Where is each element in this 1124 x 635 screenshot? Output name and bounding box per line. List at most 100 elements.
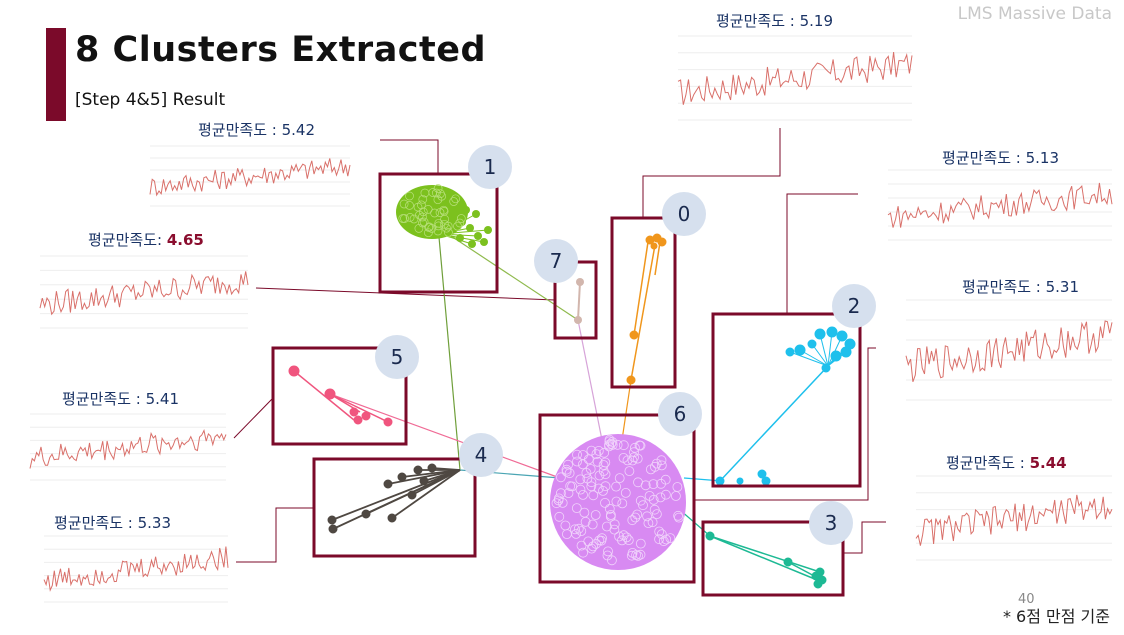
cluster-1-node <box>444 228 453 237</box>
thumb-series-line <box>887 182 1113 228</box>
cluster-6-node <box>633 551 643 561</box>
cluster-1-node <box>419 217 429 227</box>
cluster-4-node <box>407 490 417 500</box>
cluster-6-node <box>634 440 645 451</box>
cluster-4-node <box>361 509 371 519</box>
cluster-3-node <box>813 579 823 589</box>
cluster-7-nodes <box>574 278 584 324</box>
badge-3-label: 3 <box>825 511 838 535</box>
cluster-6-node <box>604 503 615 514</box>
cluster-1-node <box>405 201 414 210</box>
cluster-6-node <box>611 496 622 507</box>
cluster-1-node <box>435 208 445 217</box>
cluster-2-node <box>830 350 842 362</box>
badge-2-label: 2 <box>848 294 861 318</box>
thumb-series-line <box>905 320 1113 382</box>
cluster-6-node <box>618 440 629 451</box>
cluster-0-nodes <box>626 233 667 385</box>
cluster-1-node <box>418 212 427 222</box>
cluster-1-node <box>418 218 427 228</box>
cluster-4-node <box>383 479 393 489</box>
cluster-7-satisfaction-label: 평균만족도: 4.65 <box>88 231 204 249</box>
cluster-6-node <box>560 520 571 531</box>
badge-2[interactable]: 2 <box>832 284 876 328</box>
badge-4[interactable]: 4 <box>459 433 503 477</box>
cluster-2-node <box>761 476 771 486</box>
cluster-4-chart: 평균만족도 : 5.33 <box>14 506 236 610</box>
cluster-6-satisfaction-label: 평균만족도 : 5.13 <box>942 149 1059 167</box>
cluster-2-node <box>821 363 831 373</box>
cluster-6-node <box>655 492 666 503</box>
cluster-6-nodes <box>551 434 684 566</box>
cluster-6-node <box>596 535 607 546</box>
cluster-0-frame <box>610 216 677 389</box>
badge-3[interactable]: 3 <box>809 501 853 545</box>
cluster-6-node <box>658 536 669 547</box>
cluster-4-satisfaction-label: 평균만족도 : 5.33 <box>54 514 171 532</box>
cluster-1-node <box>466 224 474 232</box>
cluster-2-node <box>785 347 795 357</box>
cluster-6-node <box>654 526 665 537</box>
cluster-6-node <box>661 534 672 545</box>
cluster-1-node <box>433 226 443 236</box>
cluster-4-node <box>413 465 423 475</box>
cluster-1-node <box>474 232 482 240</box>
thumb-series-line <box>39 271 249 316</box>
cluster-6-node <box>614 473 625 484</box>
cluster-6-node <box>607 439 618 450</box>
cluster-1-frame <box>378 172 499 294</box>
cluster-2-sparkline <box>905 299 1113 401</box>
cluster-6-node <box>604 434 615 445</box>
badge-0-label: 0 <box>678 202 691 226</box>
badge-6[interactable]: 6 <box>658 392 702 436</box>
cluster-5-frame <box>271 346 408 446</box>
cluster-6-node <box>624 466 635 477</box>
cluster-3-node <box>783 557 793 567</box>
badge-1-label: 1 <box>484 155 497 179</box>
cluster-6-node <box>643 518 654 528</box>
cluster-6-node <box>649 504 660 515</box>
cluster-1-node <box>437 191 447 201</box>
cluster-6-node <box>586 445 597 456</box>
cluster-2-edge <box>719 365 829 482</box>
connector-5 <box>233 397 274 439</box>
cluster-4-edge <box>431 467 461 471</box>
cluster-6-node <box>554 511 565 522</box>
cluster-0-chart: 평균만족도 : 5.19 <box>648 6 920 128</box>
cluster-6-node <box>629 452 639 463</box>
cluster-2-node <box>807 339 817 349</box>
cluster-6-node <box>648 479 659 490</box>
cluster-6-frame <box>538 413 696 584</box>
edge-7-6 <box>577 319 603 441</box>
badge-5[interactable]: 5 <box>375 335 419 379</box>
cluster-4-frame <box>312 457 477 558</box>
cluster-6-node <box>648 494 659 505</box>
cluster-1-node <box>455 218 465 228</box>
cluster-1-node <box>443 221 453 231</box>
cluster-2-edge <box>827 331 833 367</box>
badge-1[interactable]: 1 <box>468 145 512 189</box>
cluster-4-nodes <box>327 463 461 534</box>
cluster-6-node <box>661 489 671 500</box>
cluster-4-node <box>328 524 338 534</box>
badge-7[interactable]: 7 <box>534 239 578 283</box>
cluster-6-node <box>646 464 656 475</box>
cluster-6-node <box>606 510 616 520</box>
cluster-7-node <box>574 316 582 324</box>
cluster-6-node <box>609 519 620 530</box>
cluster-1-chart: 평균만족도 : 5.42 <box>120 116 358 214</box>
cluster-6-node <box>672 482 683 492</box>
cluster-6-node <box>609 524 620 535</box>
cluster-0-edge <box>654 241 661 276</box>
cluster-1-node <box>417 200 426 210</box>
cluster-1-node <box>424 228 433 238</box>
connector-1 <box>380 139 439 174</box>
badge-0[interactable]: 0 <box>662 192 706 236</box>
cluster-3-satisfaction-label: 평균만족도 : 5.44 <box>946 454 1067 472</box>
cluster-2-frame <box>711 312 862 488</box>
cluster-6-node <box>599 447 610 458</box>
cluster-6-node <box>627 515 638 526</box>
cluster-6-bubble <box>550 434 686 570</box>
cluster-6-node <box>600 469 611 480</box>
cluster-4-node <box>419 476 429 486</box>
